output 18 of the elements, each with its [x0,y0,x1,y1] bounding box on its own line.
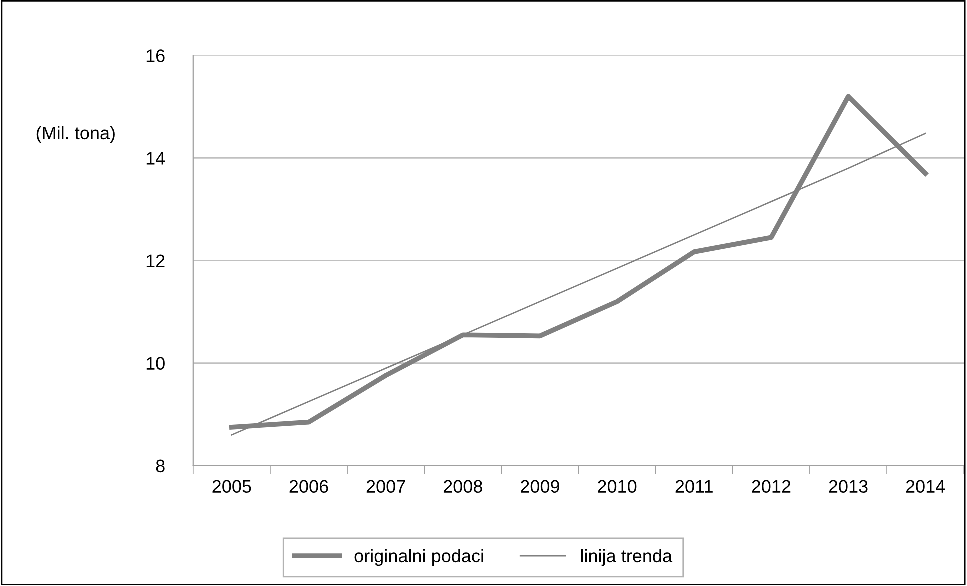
y-axis-title: (Mil. tona) [36,126,115,144]
x-tick-label: 2014 [906,480,946,494]
x-tick-label: 2005 [212,480,252,494]
x-tick-label: 2007 [366,480,406,494]
x-tick-label: 2012 [752,480,791,494]
x-tick-label: 2010 [598,480,637,494]
legend-label: linija trenda [581,549,673,566]
y-tick-label: 12 [146,254,165,268]
y-tick-label: 14 [146,152,166,165]
y-tick-label: 10 [146,357,165,370]
x-tick-label: 2013 [829,480,868,494]
x-tick-label: 2009 [521,480,560,494]
x-tick-label: 2006 [290,480,328,494]
legend-label: originalni podaci [354,549,484,566]
y-tick-label: 8 [156,460,165,473]
x-tick-label: 2011 [676,480,713,494]
y-tick-label: 16 [146,50,165,62]
x-tick-label: 2008 [444,480,482,494]
